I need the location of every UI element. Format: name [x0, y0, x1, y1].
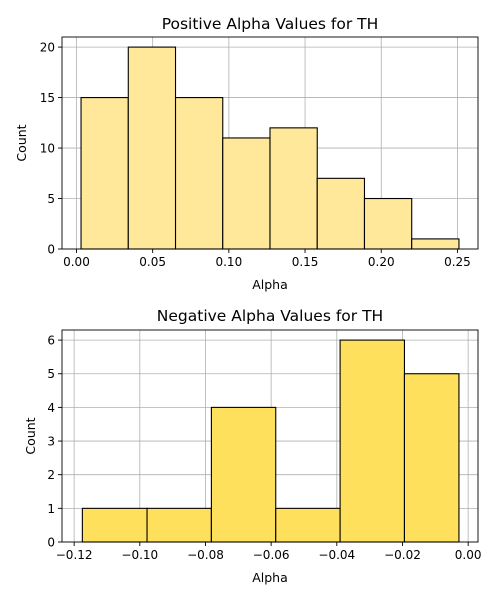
y-tick-label: 20	[40, 41, 55, 55]
y-tick-label: 6	[47, 334, 55, 348]
x-tick-label: −0.10	[121, 548, 158, 562]
histogram-bar	[127, 46, 177, 250]
x-tick-label: 0.05	[139, 255, 166, 269]
y-tick-label: 2	[47, 468, 55, 482]
histogram-bar	[339, 339, 406, 543]
histogram-bar	[403, 373, 460, 543]
histogram-bar	[411, 238, 460, 250]
plot-frame	[61, 36, 479, 250]
chart-title: Positive Alpha Values for TH	[162, 15, 379, 33]
bars	[81, 339, 460, 543]
histogram-bar	[269, 127, 318, 250]
x-tick-label: −0.08	[187, 548, 224, 562]
x-tick-label: 0.15	[292, 255, 319, 269]
x-tick-label: −0.02	[384, 548, 421, 562]
y-tick-label: 1	[47, 502, 55, 516]
chart-title: Negative Alpha Values for TH	[157, 307, 383, 325]
x-tick-label: 0.10	[215, 255, 242, 269]
y-tick-label: 0	[47, 243, 55, 257]
y-tick-label: 10	[40, 142, 55, 156]
y-axis-label: Count	[23, 417, 38, 454]
histogram-bar	[80, 97, 129, 250]
histogram-bar	[146, 507, 212, 543]
y-tick-label: 5	[47, 367, 55, 381]
y-tick-label: 4	[47, 401, 55, 415]
histogram-bar	[363, 197, 413, 250]
x-tick-label: 0.00	[455, 548, 482, 562]
x-tick-label: 0.25	[444, 255, 471, 269]
negative-alpha-histogram: −0.12 −0.10 −0.08 −0.06 −0.04 −0.02 0.00 0 1 2 3 4…	[23, 307, 482, 585]
bars	[80, 46, 460, 250]
y-axis-label: Count	[14, 124, 29, 161]
histogram-bar	[222, 137, 271, 250]
x-axis-label: Alpha	[252, 570, 288, 585]
y-tick-label: 0	[47, 536, 55, 550]
histogram-bar	[174, 97, 224, 250]
y-axis-ticks: 0 5 10 15 20	[40, 41, 62, 257]
x-tick-label: −0.04	[318, 548, 355, 562]
histogram-bar	[275, 507, 341, 543]
histogram-bar	[81, 507, 148, 543]
y-tick-label: 3	[47, 435, 55, 449]
x-tick-label: −0.06	[253, 548, 290, 562]
x-axis-ticks: 0.00 0.05 0.10 0.15 0.20 0.25	[63, 249, 471, 269]
plot-frame	[61, 329, 479, 543]
y-tick-label: 5	[47, 192, 55, 206]
histogram-bar	[316, 177, 366, 250]
x-tick-label: −0.12	[56, 548, 93, 562]
positive-alpha-histogram: 0.00 0.05 0.10 0.15 0.20 0.25 0 5 10 15 20 Positi…	[14, 15, 479, 292]
x-tick-label: 0.20	[368, 255, 395, 269]
x-axis-label: Alpha	[252, 277, 288, 292]
y-axis-ticks: 0 1 2 3 4 5 6	[47, 334, 62, 550]
histogram-bar	[210, 406, 277, 543]
x-tick-label: 0.00	[63, 255, 90, 269]
x-axis-ticks: −0.12 −0.10 −0.08 −0.06 −0.04 −0.02 0.00	[56, 542, 482, 562]
y-tick-label: 15	[40, 91, 55, 105]
